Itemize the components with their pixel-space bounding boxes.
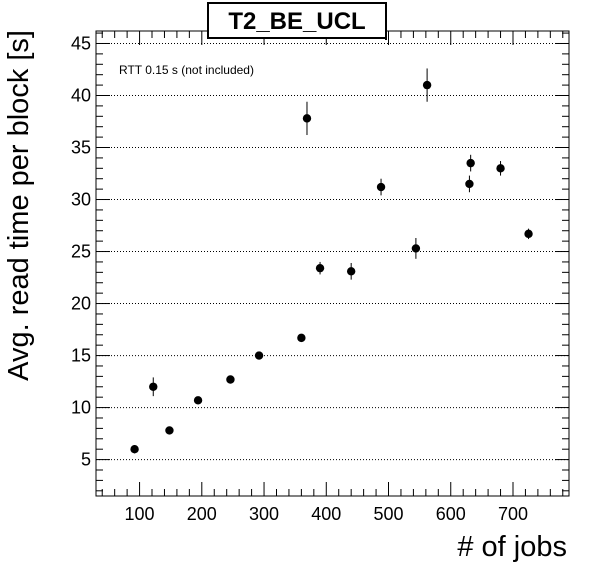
x-tick-label: 500 xyxy=(373,504,403,524)
y-tick-label: 5 xyxy=(81,450,91,470)
y-tick-label: 30 xyxy=(71,190,91,210)
y-tick-label: 15 xyxy=(71,346,91,366)
x-tick-label: 400 xyxy=(311,504,341,524)
axis-ticks xyxy=(96,31,569,496)
title-box xyxy=(207,2,387,39)
data-point xyxy=(302,114,312,123)
data-points xyxy=(130,68,533,454)
data-point xyxy=(315,263,325,273)
data-point xyxy=(422,80,432,90)
y-tick-label: 10 xyxy=(71,398,91,418)
annotation-text: RTT 0.15 s (not included) xyxy=(119,63,254,77)
x-tick-label: 700 xyxy=(498,504,528,524)
x-tick-label: 300 xyxy=(249,504,279,524)
plot-frame xyxy=(95,30,570,497)
y-tick-label: 25 xyxy=(71,242,91,262)
data-point xyxy=(466,158,475,168)
y-tick-label: 20 xyxy=(71,294,91,314)
data-point xyxy=(193,396,203,405)
data-point xyxy=(149,382,158,391)
data-point xyxy=(496,164,505,173)
data-point xyxy=(346,267,356,276)
data-point xyxy=(130,444,139,454)
y-axis-title: Avg. read time per block [s] xyxy=(3,30,35,381)
data-point xyxy=(226,375,235,384)
x-tick-label: 100 xyxy=(125,504,155,524)
data-point xyxy=(165,426,174,435)
data-point xyxy=(465,179,474,189)
data-point xyxy=(376,182,386,192)
data-point xyxy=(411,244,421,253)
y-tick-label: 45 xyxy=(71,33,91,53)
data-point xyxy=(524,229,533,239)
data-point xyxy=(254,351,264,360)
data-point xyxy=(297,333,306,343)
y-tick-label: 35 xyxy=(71,138,91,158)
tick-labels: 5 10 15 20 25 30 35 40 45 100 200 300 400 500 600 700 xyxy=(71,33,528,524)
y-tick-label: 40 xyxy=(71,85,91,105)
chart-title: T2_BE_UCL xyxy=(228,8,365,35)
x-axis-title: # of jobs xyxy=(457,531,567,563)
grid-lines xyxy=(96,42,569,461)
x-tick-label: 200 xyxy=(187,504,217,524)
x-tick-label: 600 xyxy=(436,504,466,524)
